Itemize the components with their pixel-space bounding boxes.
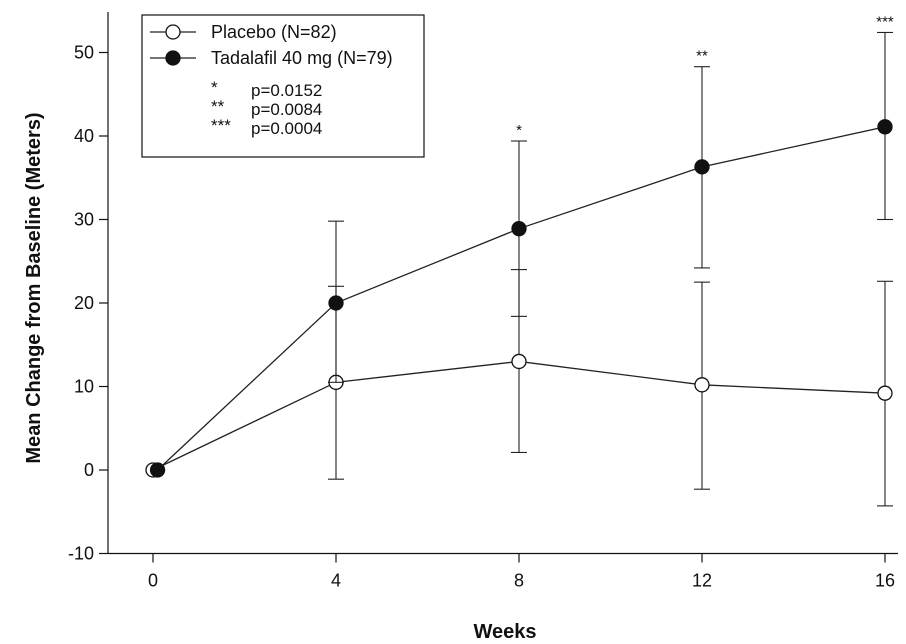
- legend-label: Placebo (N=82): [211, 22, 337, 42]
- x-tick-label: 16: [875, 571, 895, 591]
- legend-box: [141, 14, 425, 158]
- legend-note-stars: **: [211, 97, 225, 116]
- data-point: [328, 295, 344, 311]
- y-tick-label: 10: [74, 377, 94, 397]
- legend-note-text: p=0.0152: [251, 81, 322, 100]
- legend-label: Tadalafil 40 mg (N=79): [211, 48, 393, 68]
- y-tick-label: 40: [74, 126, 94, 146]
- significance-stars: ***: [876, 13, 894, 30]
- y-tick-label: 30: [74, 210, 94, 230]
- series-line: [157, 126, 886, 471]
- significance-stars: *: [516, 122, 522, 139]
- data-point: [149, 462, 166, 478]
- x-tick-label: 4: [331, 571, 341, 591]
- data-point: [694, 377, 710, 393]
- data-point: [511, 353, 527, 370]
- data-point: [877, 385, 893, 401]
- series-tadalafil: [149, 31, 893, 478]
- data-point: [511, 221, 527, 237]
- y-tick-label: 20: [74, 293, 94, 313]
- axes: -10 0 10 20 30 40 50 0 4 8 12 16: [68, 12, 898, 591]
- y-axis-title: Mean Change from Baseline (Meters): [23, 112, 45, 463]
- legend-note-stars: ***: [211, 116, 231, 135]
- x-tick-label: 8: [514, 571, 524, 591]
- y-tick-label: 50: [74, 43, 94, 63]
- legend-note-text: p=0.0004: [251, 119, 322, 138]
- legend-note-text: p=0.0084: [251, 100, 322, 119]
- legend: Placebo (N=82) Tadalafil 40 mg (N=79) * p=0…: [141, 14, 425, 158]
- significance-stars: **: [696, 48, 708, 65]
- data-point: [694, 159, 710, 175]
- legend-marker: [165, 24, 181, 40]
- y-tick-label: -10: [68, 544, 94, 564]
- x-axis-title: Weeks: [473, 621, 536, 643]
- series-layer: ******: [145, 13, 894, 507]
- x-tick-label: 12: [692, 571, 712, 591]
- legend-note-stars: *: [211, 78, 218, 97]
- x-tick-label: 0: [148, 571, 158, 591]
- legend-marker: [165, 50, 181, 66]
- y-tick-label: 0: [84, 460, 94, 480]
- data-point: [877, 119, 893, 135]
